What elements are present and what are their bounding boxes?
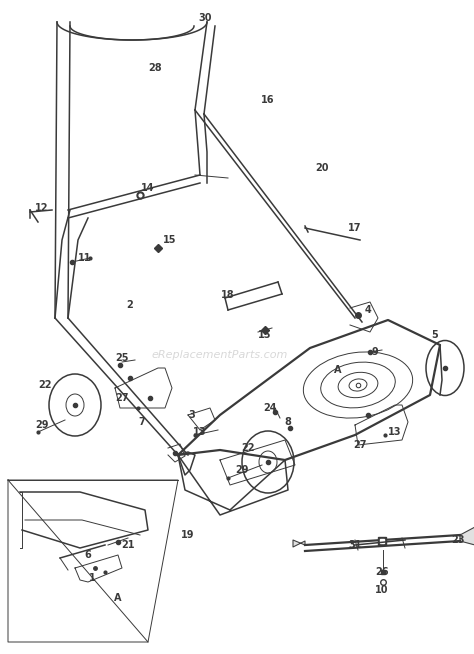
- Text: 15: 15: [163, 235, 177, 245]
- Text: 27: 27: [115, 393, 129, 403]
- Text: 15: 15: [258, 330, 272, 340]
- Text: 30: 30: [198, 13, 212, 23]
- Polygon shape: [460, 527, 474, 545]
- Text: 8: 8: [284, 417, 292, 427]
- Text: 24: 24: [263, 403, 277, 413]
- Text: 5: 5: [432, 330, 438, 340]
- Text: 10: 10: [375, 585, 389, 595]
- Text: 2: 2: [127, 300, 133, 310]
- Text: 7: 7: [138, 417, 146, 427]
- Text: A: A: [334, 365, 342, 375]
- Text: 26: 26: [375, 567, 389, 577]
- Text: 28: 28: [148, 63, 162, 73]
- Text: 29: 29: [235, 465, 249, 475]
- Text: 11: 11: [78, 253, 92, 263]
- Text: A: A: [114, 593, 122, 603]
- Text: 4: 4: [365, 305, 371, 315]
- Text: 18: 18: [221, 290, 235, 300]
- Text: 22: 22: [241, 443, 255, 453]
- Text: 17: 17: [348, 223, 362, 233]
- Text: 12: 12: [35, 203, 49, 213]
- Text: 31: 31: [348, 540, 362, 550]
- Text: 13: 13: [193, 427, 207, 437]
- Text: 27: 27: [353, 440, 367, 450]
- Text: 1: 1: [89, 573, 95, 583]
- Text: 9: 9: [372, 347, 378, 357]
- Text: 20: 20: [315, 163, 329, 173]
- Text: 19: 19: [181, 530, 195, 540]
- Text: 29: 29: [35, 420, 49, 430]
- Text: 16: 16: [261, 95, 275, 105]
- Polygon shape: [293, 540, 305, 547]
- Text: 13: 13: [388, 427, 402, 437]
- Text: 23: 23: [451, 535, 465, 545]
- Text: 21: 21: [121, 540, 135, 550]
- Text: 25: 25: [115, 353, 129, 363]
- Text: eReplacementParts.com: eReplacementParts.com: [152, 350, 288, 360]
- Text: 3: 3: [189, 410, 195, 420]
- Text: 6: 6: [85, 550, 91, 560]
- Text: 14: 14: [141, 183, 155, 193]
- Text: 22: 22: [38, 380, 52, 390]
